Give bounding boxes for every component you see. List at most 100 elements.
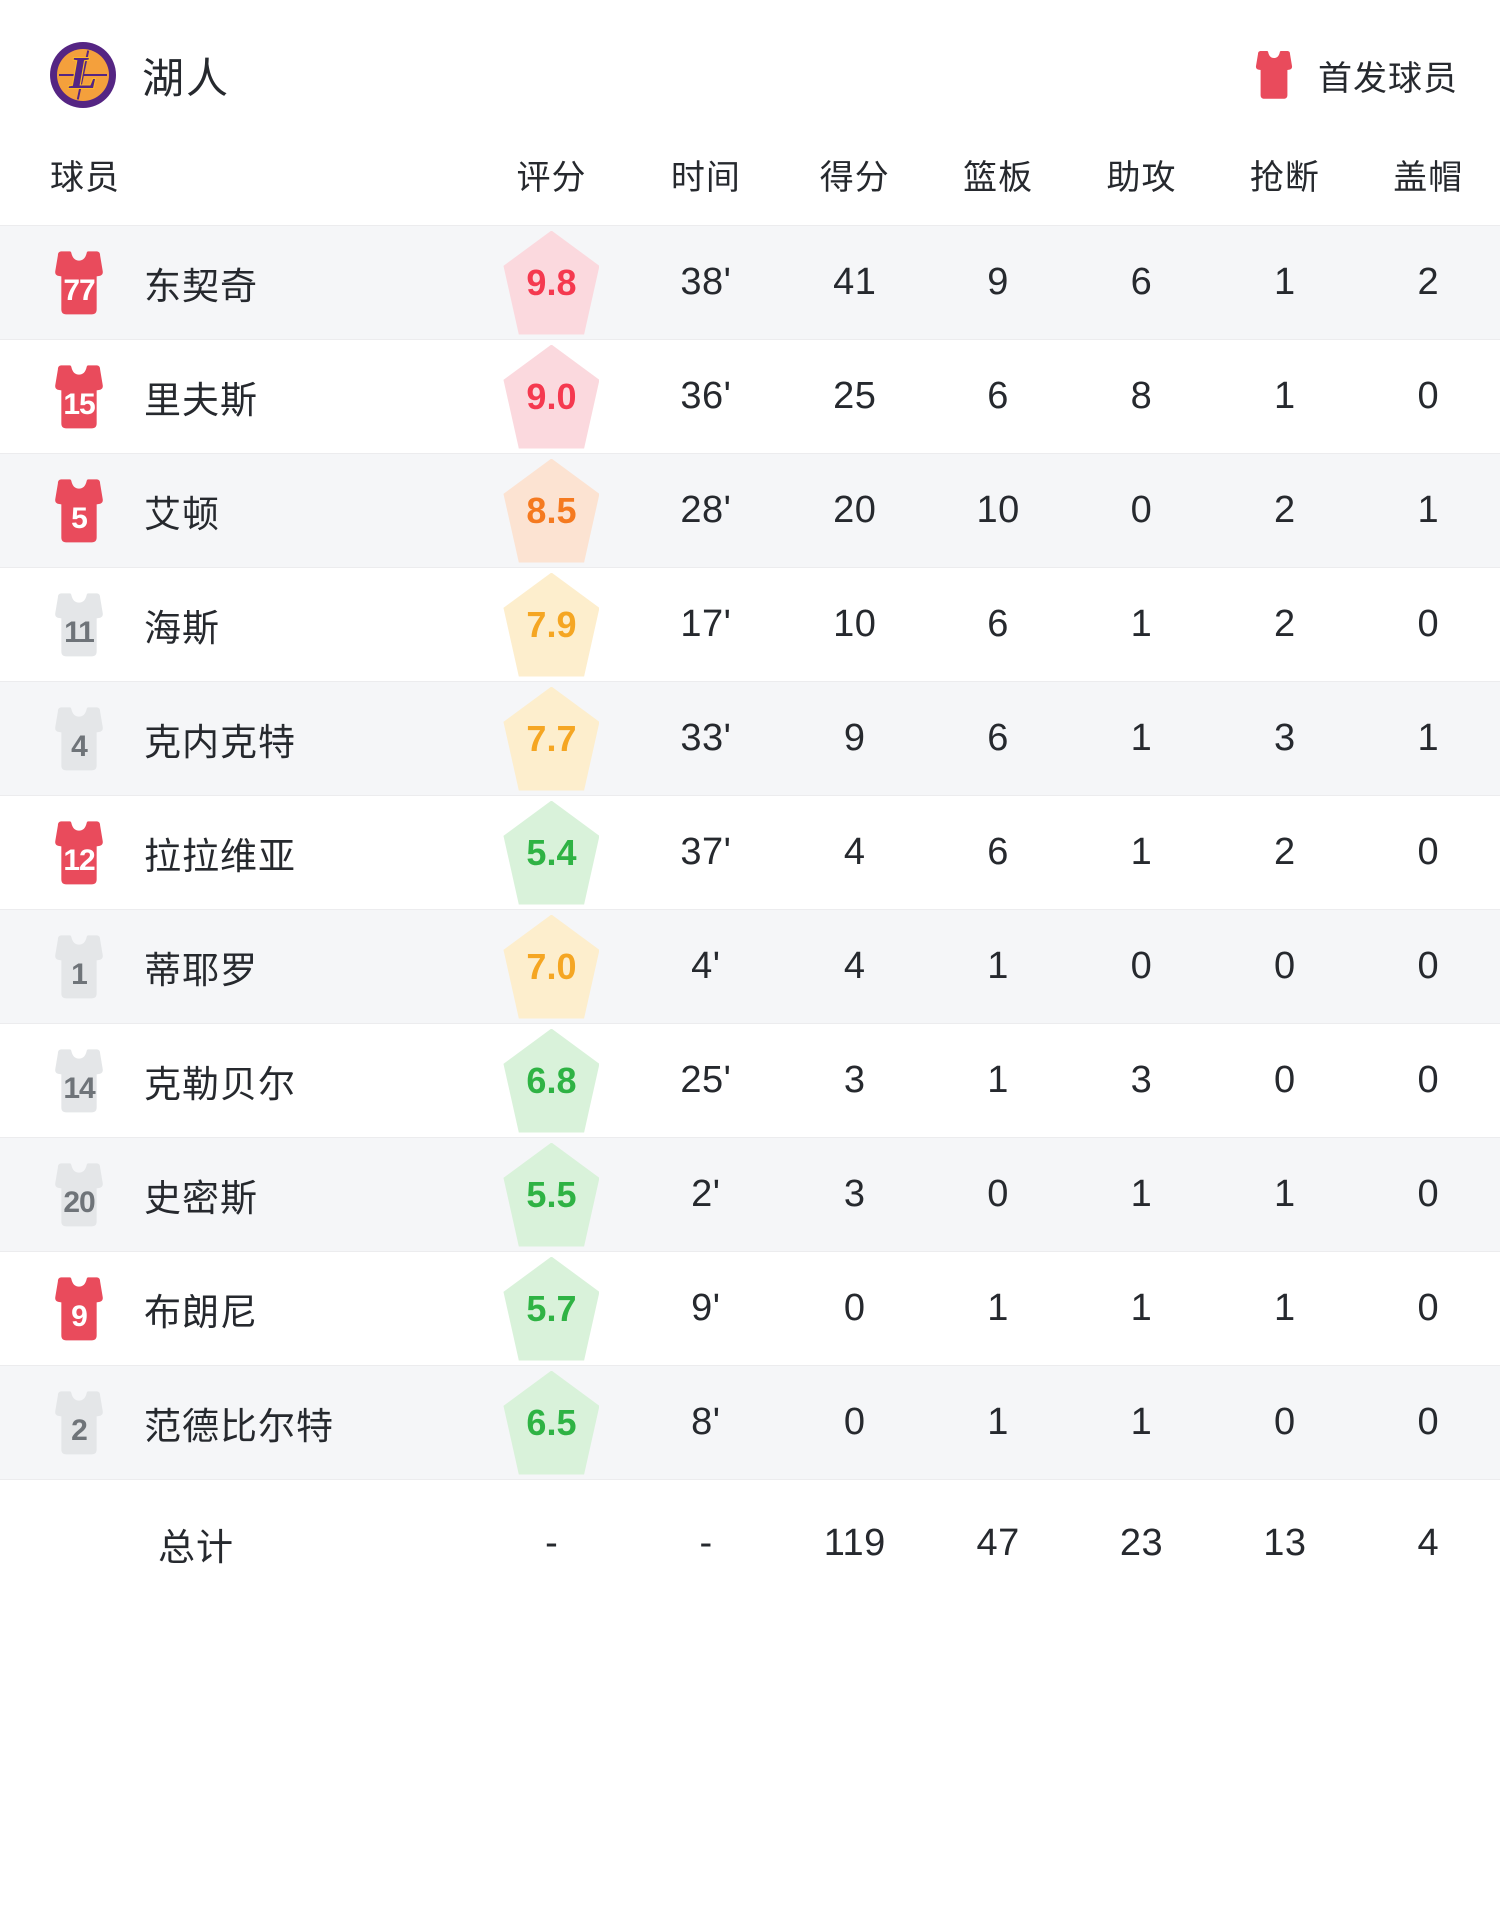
table-row[interactable]: 15 里夫斯 9.0 36' 25 6 8 1 0 (0, 339, 1500, 454)
stat-steals: 1 (1274, 1287, 1296, 1329)
table-row[interactable]: 14 克勒贝尔 6.8 25' 3 1 3 0 0 (0, 1023, 1500, 1138)
stat-rebounds: 6 (987, 831, 1009, 873)
table-row[interactable]: 20 史密斯 5.5 2' 3 0 1 1 0 (0, 1137, 1500, 1252)
rating-cell: 6.5 (474, 1366, 628, 1480)
totals-label: 总计 (158, 1526, 234, 1568)
stat-steals: 1 (1274, 261, 1296, 303)
player-name: 东契奇 (144, 265, 258, 307)
stat-assists: 1 (1130, 1173, 1153, 1215)
player-cell: 77 东契奇 (0, 226, 474, 340)
stat-assists: 0 (1130, 945, 1153, 987)
stat-minutes: 2' (691, 1173, 721, 1215)
stat-steals: 0 (1274, 1401, 1296, 1443)
box-score-table: 球员 评分 时间 得分 篮板 助攻 抢断 盖帽 77 东契奇 9.8 38' 41 9 6 1… (0, 150, 1500, 1608)
player-name: 拉拉维亚 (144, 835, 296, 877)
stat-points: 3 (843, 1059, 866, 1101)
stat-steals: 0 (1274, 1059, 1296, 1101)
table-row[interactable]: 12 拉拉维亚 5.4 37' 4 6 1 2 0 (0, 795, 1500, 910)
stat-minutes: 9' (691, 1287, 721, 1329)
stat-points: 4 (843, 831, 866, 873)
logo-letter: L (68, 47, 98, 98)
stat-blocks: 0 (1417, 831, 1440, 873)
column-header-steals: 抢断 (1249, 159, 1320, 197)
player-name: 里夫斯 (144, 379, 258, 421)
stat-steals: 0 (1274, 945, 1296, 987)
player-cell: 2 范德比尔特 (0, 1366, 474, 1480)
player-name: 艾顿 (144, 493, 220, 535)
stat-blocks: 0 (1417, 1173, 1440, 1215)
totals-points: 119 (823, 1522, 886, 1565)
totals-rebounds: 47 (976, 1522, 1020, 1565)
stat-minutes: 38' (680, 261, 732, 303)
jersey-icon: 1 (50, 934, 108, 1000)
player-cell: 12 拉拉维亚 (0, 796, 474, 910)
jersey-number: 9 (71, 1300, 88, 1334)
table-row[interactable]: 11 海斯 7.9 17' 10 6 1 2 0 (0, 567, 1500, 682)
rating-value: 6.5 (526, 1401, 577, 1443)
jersey-number: 11 (64, 616, 95, 650)
rating-cell: 7.0 (474, 910, 628, 1024)
stat-minutes: 37' (680, 831, 732, 873)
stat-blocks: 0 (1417, 945, 1440, 987)
column-header-minutes: 时间 (670, 159, 741, 197)
stat-points: 25 (833, 375, 877, 417)
lakers-logo-icon: L (50, 42, 116, 108)
table-row[interactable]: 9 布朗尼 5.7 9' 0 1 1 1 0 (0, 1251, 1500, 1366)
jersey-icon (1252, 50, 1296, 100)
stat-blocks: 1 (1417, 717, 1440, 759)
stat-steals: 2 (1274, 603, 1296, 645)
team-header: L 湖人 首发球员 (0, 0, 1500, 150)
jersey-icon: 20 (50, 1162, 108, 1228)
stat-assists: 1 (1130, 603, 1153, 645)
stat-steals: 2 (1274, 831, 1296, 873)
player-name: 克勒贝尔 (144, 1063, 296, 1105)
rating-badge: 5.7 (503, 1256, 600, 1361)
rating-badge: 9.8 (503, 230, 600, 335)
table-row[interactable]: 5 艾顿 8.5 28' 20 10 0 2 1 (0, 453, 1500, 568)
jersey-icon: 15 (50, 364, 108, 430)
column-header-points: 得分 (819, 159, 890, 197)
stat-points: 3 (843, 1173, 866, 1215)
table-body: 77 东契奇 9.8 38' 41 9 6 1 2 15 里夫斯 9.0 36' 25 6 8 1 0 5 艾顿 8.5… (0, 225, 1500, 1480)
stat-assists: 0 (1130, 489, 1153, 531)
stat-minutes: 25' (680, 1059, 732, 1101)
rating-badge: 7.9 (503, 572, 600, 677)
table-row[interactable]: 1 蒂耶罗 7.0 4' 4 1 0 0 0 (0, 909, 1500, 1024)
jersey-number: 77 (63, 274, 95, 308)
table-row[interactable]: 77 东契奇 9.8 38' 41 9 6 1 2 (0, 225, 1500, 340)
jersey-number: 20 (63, 1186, 95, 1220)
player-name: 范德比尔特 (144, 1405, 334, 1447)
stat-minutes: 36' (680, 375, 732, 417)
player-name: 海斯 (144, 607, 220, 649)
stat-rebounds: 6 (987, 717, 1009, 759)
jersey-icon: 11 (50, 592, 108, 658)
rating-cell: 5.5 (474, 1138, 628, 1252)
stat-blocks: 0 (1417, 1401, 1440, 1443)
player-name: 蒂耶罗 (144, 949, 258, 991)
legend-label: 首发球员 (1318, 59, 1458, 98)
jersey-icon: 12 (50, 820, 108, 886)
rating-value: 9.0 (526, 375, 577, 417)
jersey-icon: 9 (50, 1276, 108, 1342)
column-header-assists: 助攻 (1106, 159, 1177, 197)
stat-rebounds: 1 (987, 1287, 1009, 1329)
totals-steals: 13 (1263, 1522, 1307, 1565)
jersey-icon: 14 (50, 1048, 108, 1114)
stat-blocks: 1 (1417, 489, 1440, 531)
table-row[interactable]: 4 克内克特 7.7 33' 9 6 1 3 1 (0, 681, 1500, 796)
totals-blocks: 4 (1417, 1522, 1440, 1565)
stat-points: 20 (833, 489, 877, 531)
stat-steals: 2 (1274, 489, 1296, 531)
jersey-number: 4 (71, 730, 88, 764)
stat-rebounds: 1 (987, 1059, 1009, 1101)
rating-value: 7.7 (526, 717, 577, 759)
table-row[interactable]: 2 范德比尔特 6.5 8' 0 1 1 0 0 (0, 1365, 1500, 1480)
jersey-number: 14 (63, 1072, 95, 1106)
player-cell: 5 艾顿 (0, 454, 474, 568)
stat-rebounds: 6 (987, 375, 1009, 417)
player-name: 布朗尼 (144, 1291, 258, 1333)
stat-rebounds: 0 (987, 1173, 1009, 1215)
column-header-rating: 评分 (516, 159, 587, 197)
stat-points: 4 (843, 945, 866, 987)
player-cell: 1 蒂耶罗 (0, 910, 474, 1024)
